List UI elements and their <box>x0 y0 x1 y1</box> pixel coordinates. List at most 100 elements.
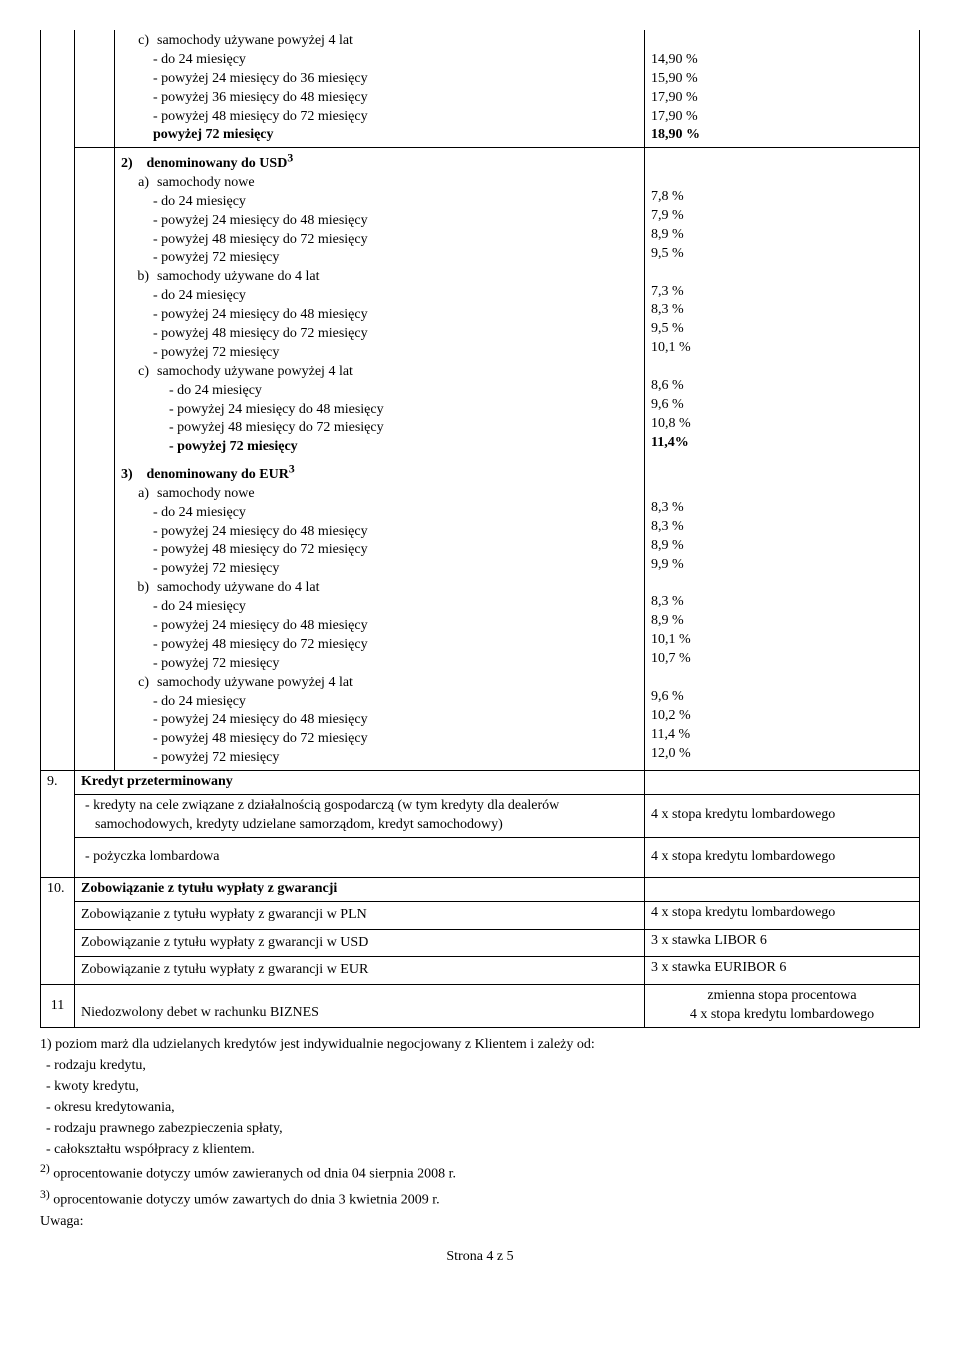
rate-line: powyżej 72 miesięcy <box>121 126 638 145</box>
cell-val: 14,90 %15,90 %17,90 %17,90 %18,90 % <box>645 30 920 148</box>
cell-num <box>41 795 75 838</box>
sec3a-title: samochody nowe <box>157 486 255 501</box>
cell-desc: 3) denominowany do EUR3 a)samochody nowe… <box>115 459 645 770</box>
rate-line: - powyżej 48 miesięcy do 72 miesięcy <box>121 419 638 438</box>
cell-desc: c)samochody używane powyżej 4 lat - do 2… <box>115 30 645 148</box>
row10-item: Zobowiązanie z tytułu wypłaty z gwarancj… <box>75 929 645 957</box>
row10-item: Zobowiązanie z tytułu wypłaty z gwarancj… <box>75 957 645 985</box>
rate-line: - powyżej 36 miesięcy do 48 miesięcy <box>121 89 638 108</box>
row11-val: zmienna stopa procentowa 4 x stopa kredy… <box>645 985 920 1028</box>
sec3c-title: samochody używane powyżej 4 lat <box>157 675 353 690</box>
fn1: 1) poziom marż dla udzielanych kredytów … <box>40 1036 920 1055</box>
rate-line: - do 24 miesięcy <box>121 193 638 212</box>
cell-num <box>41 148 75 459</box>
rate-value: 14,90 % <box>651 51 913 70</box>
row9-val1: 4 x stopa kredytu lombardowego <box>645 795 920 838</box>
sec2-sup: 3 <box>287 151 293 164</box>
rate-line: - powyżej 48 miesięcy do 72 miesięcy <box>121 231 638 250</box>
rate-line: - powyżej 24 miesięcy do 48 miesięcy <box>121 523 638 542</box>
rate-line: - powyżej 24 miesięcy do 36 miesięcy <box>121 70 638 89</box>
rate-line: - do 24 miesięcy <box>121 504 638 523</box>
rate-value: 10,1 % <box>651 631 913 650</box>
rate-value: 11,4 % <box>651 726 913 745</box>
rate-value: 8,9 % <box>651 612 913 631</box>
rate-line: - do 24 miesięcy <box>121 287 638 306</box>
rate-line: - powyżej 24 miesięcy do 48 miesięcy <box>121 711 638 730</box>
rate-line: - powyżej 48 miesięcy do 72 miesięcy <box>121 325 638 344</box>
rate-value: 18,90 % <box>651 126 913 145</box>
rate-line: - do 24 miesięcy <box>121 693 638 712</box>
cell-val: 7,8 %7,9 %8,9 %9,5 % 7,3 %8,3 %9,5 %10,1… <box>645 148 920 459</box>
rate-value: 8,9 % <box>651 537 913 556</box>
row10-item: Zobowiązanie z tytułu wypłaty z gwarancj… <box>75 901 645 929</box>
sec1c-title: samochody używane powyżej 4 lat <box>157 33 353 48</box>
page-number: Strona 4 z 5 <box>40 1249 920 1265</box>
sec3-title: denominowany do EUR <box>147 467 289 482</box>
rate-line: - powyżej 24 miesięcy do 48 miesięcy <box>121 212 638 231</box>
row9-item2: - pożyczka lombardowa <box>75 837 645 877</box>
fn1-item: - rodzaju kredytu, <box>40 1057 920 1076</box>
rate-value: 9,6 % <box>651 396 913 415</box>
row11-num: 11 <box>41 985 75 1028</box>
row9-val2: 4 x stopa kredytu lombardowego <box>645 837 920 877</box>
fn1-item: - rodzaju prawnego zabezpieczenia spłaty… <box>40 1120 920 1139</box>
row9-num: 9. <box>41 771 75 795</box>
rate-value: 10,8 % <box>651 415 913 434</box>
cell-val: 8,3 %8,3 %8,9 %9,9 % 8,3 %8,9 %10,1 %10,… <box>645 459 920 770</box>
sec2-title: denominowany do USD <box>147 156 288 171</box>
cell-num <box>41 929 75 957</box>
rate-value: 9,5 % <box>651 320 913 339</box>
rate-line: - powyżej 72 miesięcy <box>121 655 638 674</box>
rate-value: 8,3 % <box>651 301 913 320</box>
rate-value: 12,0 % <box>651 745 913 764</box>
cell-num <box>41 837 75 877</box>
rate-value: 10,7 % <box>651 650 913 669</box>
rate-value: 9,9 % <box>651 556 913 575</box>
rate-line: - powyżej 72 miesięcy <box>121 249 638 268</box>
row10-val: 3 x stawka LIBOR 6 <box>645 929 920 957</box>
rate-value: 9,5 % <box>651 245 913 264</box>
rate-line: - do 24 miesięcy <box>121 382 638 401</box>
rate-value: 11,4% <box>651 434 913 453</box>
rate-line: - powyżej 48 miesięcy do 72 miesięcy <box>121 541 638 560</box>
rate-value: 10,2 % <box>651 707 913 726</box>
rate-line: - do 24 miesięcy <box>121 51 638 70</box>
rate-value: 8,3 % <box>651 593 913 612</box>
rate-value: 8,6 % <box>651 377 913 396</box>
footnotes: 1) poziom marż dla udzielanych kredytów … <box>40 1036 920 1231</box>
sec2b-title: samochody używane do 4 lat <box>157 269 320 284</box>
fn1-item: - kwoty kredytu, <box>40 1078 920 1097</box>
rate-line: - powyżej 48 miesięcy do 72 miesięcy <box>121 730 638 749</box>
cell-num <box>41 901 75 929</box>
cell-num <box>41 30 75 148</box>
uwaga: Uwaga: <box>40 1213 920 1232</box>
rate-line: - powyżej 24 miesięcy do 48 miesięcy <box>121 617 638 636</box>
row9-title-val <box>645 771 920 795</box>
row11-val-l2: 4 x stopa kredytu lombardowego <box>651 1006 913 1025</box>
cell-sub <box>75 30 115 148</box>
cell-desc: 2) denominowany do USD3 a)samochody nowe… <box>115 148 645 459</box>
rate-line: - powyżej 24 miesięcy do 48 miesięcy <box>121 401 638 420</box>
rate-line: - powyżej 72 miesięcy <box>121 438 638 457</box>
cell-num <box>41 459 75 770</box>
rate-line: - powyżej 48 miesięcy do 72 miesięcy <box>121 108 638 127</box>
rate-value: 10,1 % <box>651 339 913 358</box>
cell-num <box>41 957 75 985</box>
rate-line: - powyżej 48 miesięcy do 72 miesięcy <box>121 636 638 655</box>
row10-title: Zobowiązanie z tytułu wypłaty z gwarancj… <box>75 877 645 901</box>
rate-value: 8,3 % <box>651 518 913 537</box>
rate-value: 15,90 % <box>651 70 913 89</box>
rate-line: - powyżej 24 miesięcy do 48 miesięcy <box>121 306 638 325</box>
row10-val: 3 x stawka EURIBOR 6 <box>645 957 920 985</box>
rate-value: 8,3 % <box>651 499 913 518</box>
row10-num: 10. <box>41 877 75 901</box>
rate-value: 7,3 % <box>651 283 913 302</box>
sec2a-title: samochody nowe <box>157 175 255 190</box>
sec3b-title: samochody używane do 4 lat <box>157 580 320 595</box>
fn2: 2) oprocentowanie dotyczy umów zawierany… <box>40 1161 920 1185</box>
row10-title-val <box>645 877 920 901</box>
rate-line: - powyżej 72 miesięcy <box>121 344 638 363</box>
cell-sub <box>75 459 115 770</box>
row9-item1: - kredyty na cele związane z działalnośc… <box>75 795 645 838</box>
row10-val: 4 x stopa kredytu lombardowego <box>645 901 920 929</box>
